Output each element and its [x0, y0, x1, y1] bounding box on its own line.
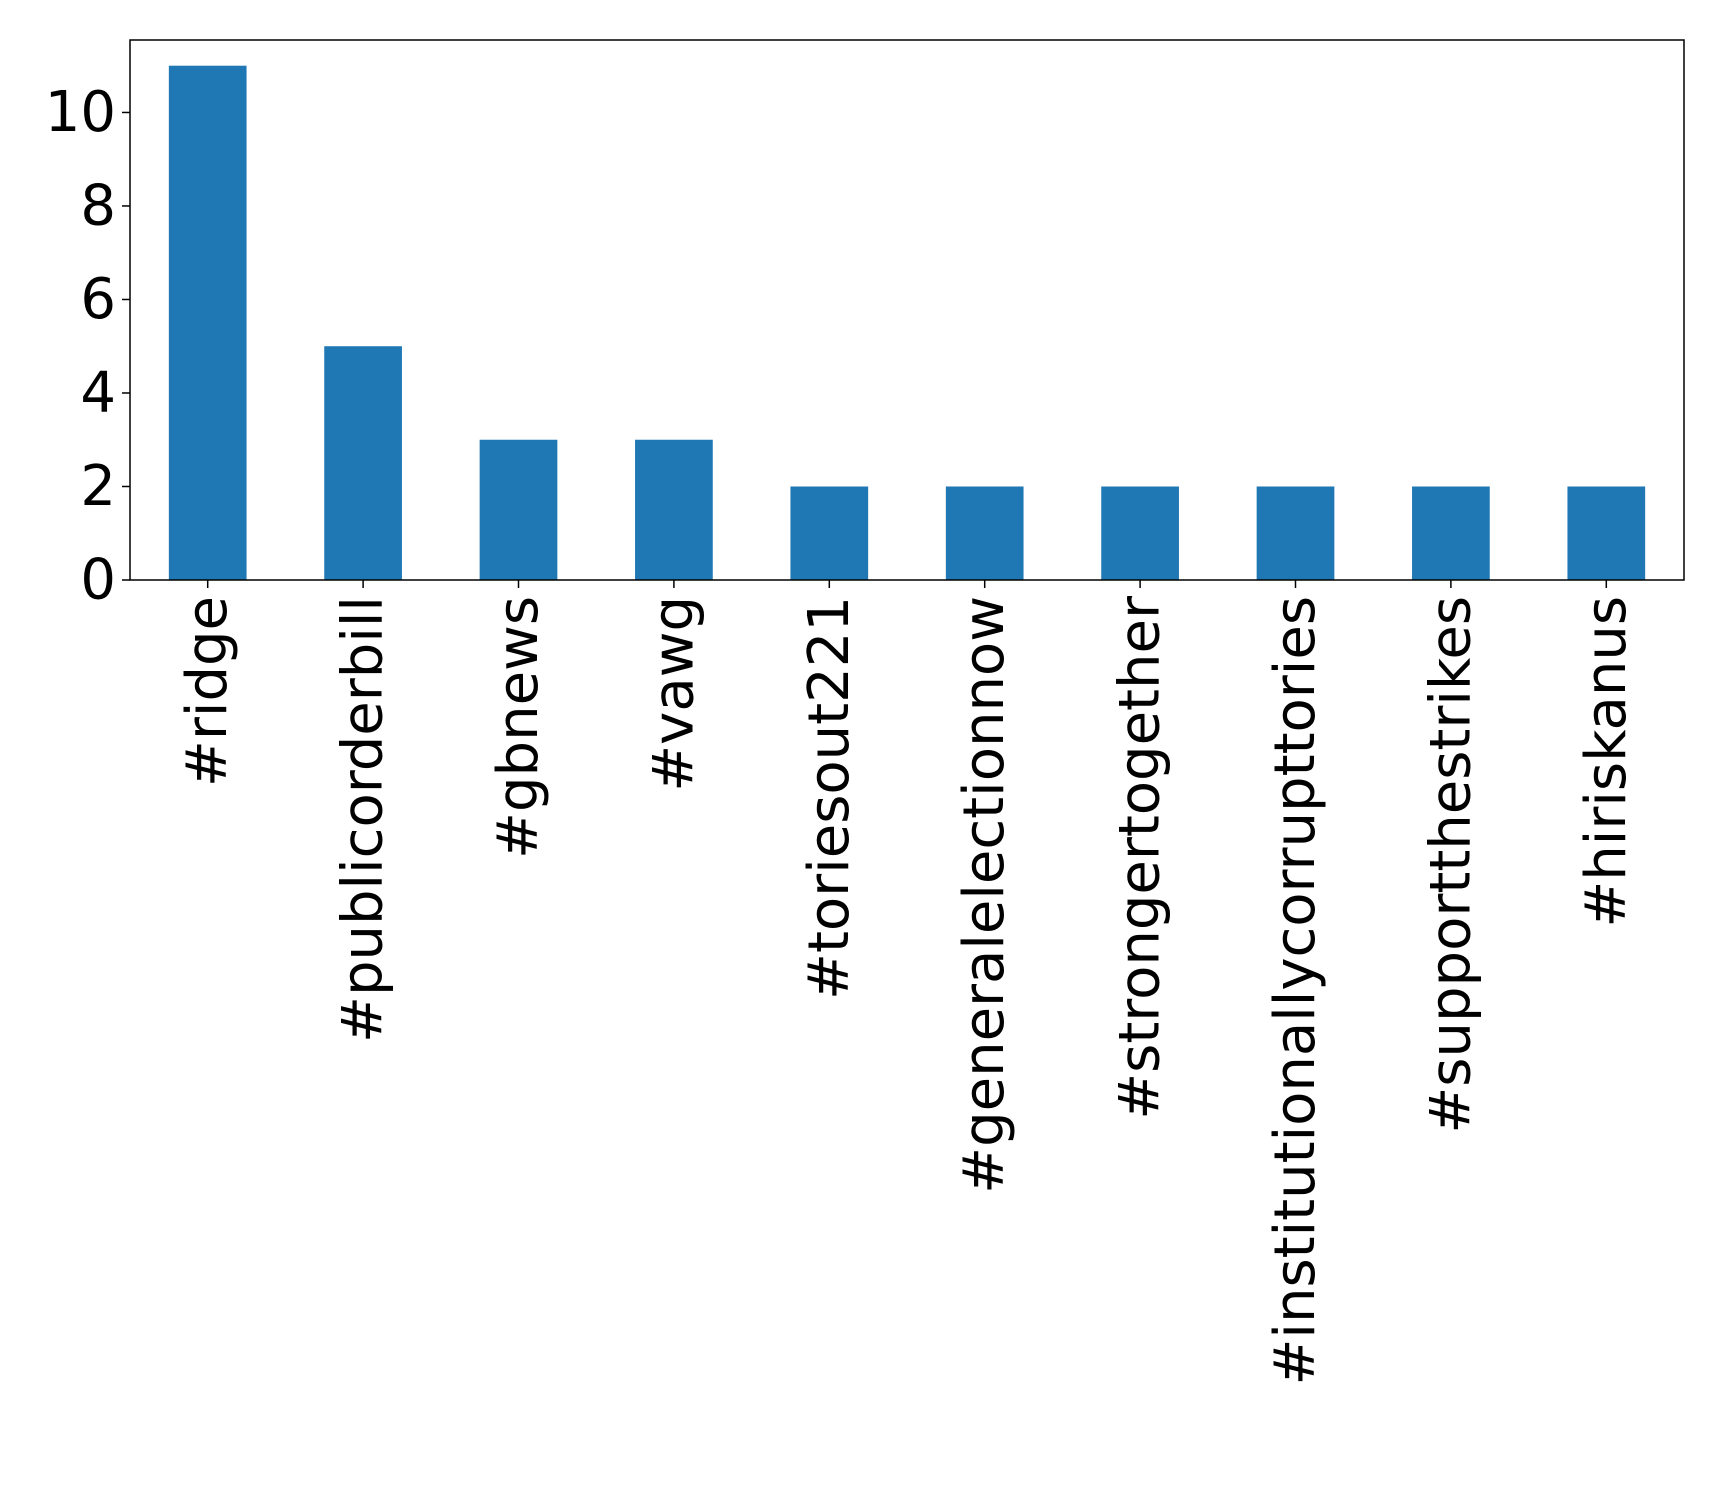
y-tick-label-0: 0 [80, 548, 116, 613]
x-tick-label-9: #hiriskanus [1574, 596, 1639, 928]
bar-7 [1256, 486, 1335, 580]
x-tick-label-8: #supportthestrikes [1418, 596, 1483, 1134]
bars-group [168, 65, 1646, 580]
x-tick-label-7: #institutionallycorrupttories [1263, 596, 1328, 1386]
y-tick-label-5: 10 [45, 80, 116, 145]
bar-6 [1101, 486, 1179, 580]
x-tick-label-3: #vawg [641, 596, 706, 792]
bar-1 [324, 346, 402, 580]
x-tick-label-6: #strongertogether [1108, 595, 1173, 1120]
bar-5 [945, 486, 1024, 580]
y-tick-label-2: 4 [80, 360, 116, 425]
x-tick-label-2: #gbnews [486, 596, 551, 859]
plot-frame [129, 39, 1685, 581]
x-tick-label-4: #toriesout221 [797, 596, 862, 1000]
x-tick-label-5: #generalelectionnow [952, 596, 1017, 1194]
x-axis: #ridge #publicorderbill #gbnews #vawg #torie… [175, 580, 1639, 1386]
y-tick-label-3: 6 [80, 267, 116, 332]
bar-4 [790, 486, 869, 580]
x-tick-label-0: #ridge [175, 596, 240, 787]
y-tick-label-4: 8 [80, 173, 116, 238]
bar-3 [635, 439, 713, 580]
bar-9 [1567, 486, 1646, 580]
bar-0 [168, 65, 247, 580]
y-axis: 0 2 4 6 8 10 [45, 80, 130, 613]
bar-2 [479, 439, 558, 580]
x-tick-label-1: #publicorderbill [331, 596, 396, 1043]
bar-8 [1412, 486, 1490, 580]
y-tick-label-1: 2 [80, 454, 116, 519]
